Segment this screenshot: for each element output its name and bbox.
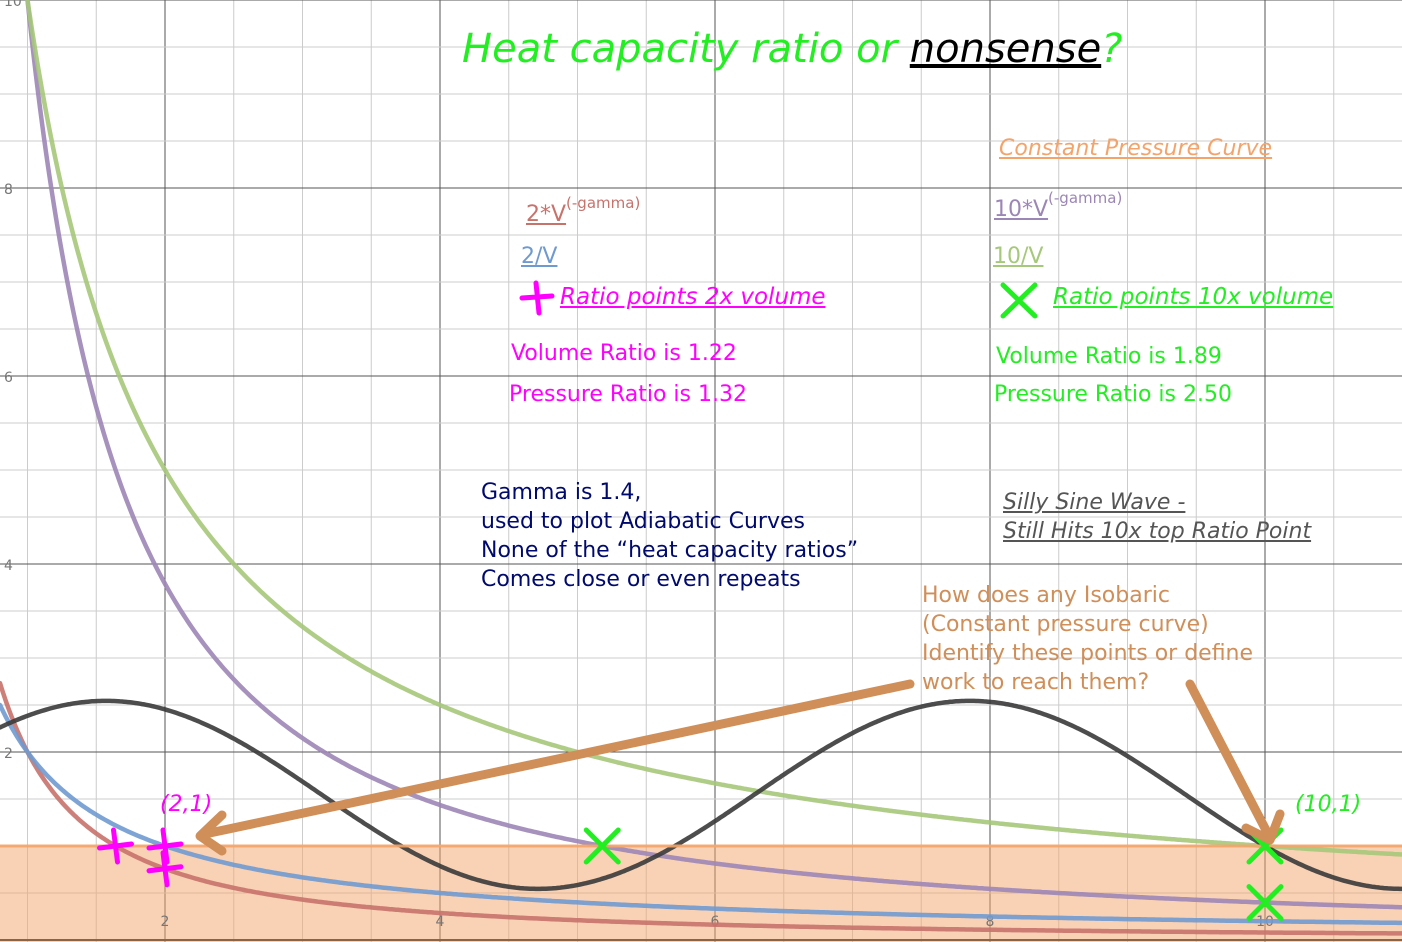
curve-10-over-v: [25, 0, 1402, 857]
arrowhead-2-1: [195, 810, 227, 856]
arrowhead-10-1: [1241, 809, 1285, 845]
legend-x-marker: [1000, 282, 1038, 319]
arrow-to-2-1: [200, 679, 915, 839]
legend-plus-marker: [519, 280, 555, 316]
legend-2-over-v: 2/V: [521, 244, 558, 269]
legend-10-over-v: 10/V: [993, 244, 1044, 269]
pressure-ratio-2x: Pressure Ratio is 1.32: [509, 382, 747, 407]
legend-constant-pressure: Constant Pressure Curve: [999, 136, 1273, 161]
ratio-point-10x: [583, 827, 621, 865]
ratio-point-2x: [146, 827, 184, 865]
volume-ratio-2x: Volume Ratio is 1.22: [511, 341, 737, 366]
x-tick-label: 6: [711, 914, 720, 930]
curve-2-over-v: [0, 702, 1402, 926]
volume-ratio-10x: Volume Ratio is 1.89: [996, 344, 1222, 369]
ratio-point-2x: [97, 827, 134, 865]
gamma-note: Gamma is 1.4, used to plot Adiabatic Cur…: [481, 480, 859, 592]
isobaric-note: How does any Isobaric (Constant pressure…: [922, 583, 1254, 695]
x-tick-label: 4: [436, 914, 445, 930]
y-tick-label: 2: [4, 746, 13, 762]
legend-ratio-10x: Ratio points 10x volume: [1053, 284, 1334, 310]
curve-2v-gamma: [0, 680, 1402, 936]
x-tick-label: 2: [161, 914, 170, 930]
curve-10v-gamma: [25, 0, 1402, 910]
sine-note: Silly Sine Wave - Still Hits 10x top Rat…: [1003, 490, 1312, 544]
y-tick-label: 6: [4, 370, 13, 386]
curve-sine-wave: [0, 698, 1402, 892]
ratio-point-10x: [1246, 884, 1284, 922]
legend-2v-gamma: 2*V(-gamma): [526, 194, 641, 227]
pressure-ratio-10x: Pressure Ratio is 2.50: [994, 382, 1232, 407]
legend-10v-gamma: 10*V(-gamma): [994, 189, 1123, 222]
legend-ratio-2x: Ratio points 2x volume: [560, 284, 826, 310]
x-tick-label: 8: [986, 914, 995, 930]
point-label-10-1: (10,1): [1295, 792, 1362, 817]
arrow-to-10-1: [1185, 679, 1273, 839]
point-label-2-1: (2,1): [160, 792, 213, 817]
y-tick-label: 10: [4, 0, 22, 10]
y-tick-label: 4: [4, 558, 13, 574]
chart-title: Heat capacity ratio or nonsense?: [462, 26, 1123, 72]
y-tick-label: 8: [4, 182, 13, 198]
ratio-point-2x: [146, 850, 184, 888]
